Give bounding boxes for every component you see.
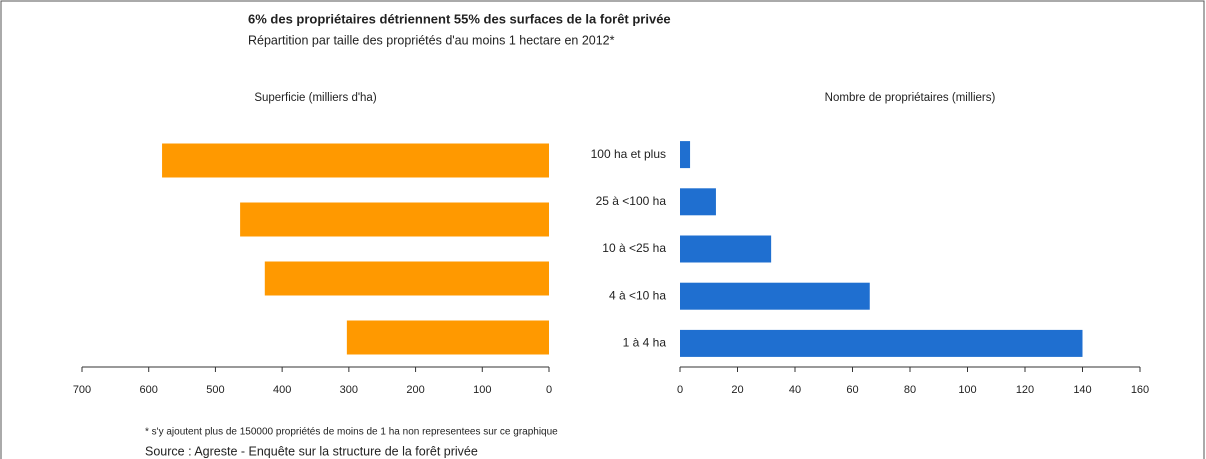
x-tick-label: 600 xyxy=(140,384,158,396)
panel-title: Nombre de propriétaires (milliers) xyxy=(825,92,996,104)
chart-title: 6% des propriétaires détriennent 55% des… xyxy=(248,11,671,26)
x-tick-label: 700 xyxy=(73,384,91,396)
x-tick-label: 60 xyxy=(846,384,858,396)
y-tick-label: 25 à <100 ha xyxy=(596,194,667,208)
x-tick-label: 400 xyxy=(273,384,291,396)
source: Source : Agreste - Enquête sur la struct… xyxy=(145,444,478,458)
bar xyxy=(346,320,549,355)
x-tick-label: 500 xyxy=(206,384,224,396)
x-tick-label: 80 xyxy=(904,384,916,396)
footnote: * s'y ajoutent plus de 150000 propriétés… xyxy=(145,427,558,438)
bar xyxy=(162,143,550,178)
x-tick-label: 140 xyxy=(1073,384,1091,396)
y-tick-label: 10 à <25 ha xyxy=(602,241,666,255)
x-tick-label: 40 xyxy=(789,384,801,396)
bar xyxy=(680,282,870,310)
y-tick-label: 100 ha et plus xyxy=(591,147,666,161)
panel-title: Superficie (milliers d'ha) xyxy=(254,92,377,104)
x-tick-label: 120 xyxy=(1016,384,1034,396)
y-tick-label: 1 à 4 ha xyxy=(623,336,667,350)
bar xyxy=(264,261,549,296)
bar xyxy=(680,329,1083,357)
x-tick-label: 300 xyxy=(340,384,358,396)
x-tick-label: 200 xyxy=(406,384,424,396)
x-tick-label: 20 xyxy=(731,384,743,396)
x-tick-label: 100 xyxy=(958,384,976,396)
y-tick-label: 4 à <10 ha xyxy=(609,288,666,302)
x-tick-label: 0 xyxy=(546,384,552,396)
bar xyxy=(680,141,691,169)
chart-subtitle: Répartition par taille des propriétés d'… xyxy=(248,33,615,47)
x-tick-label: 0 xyxy=(677,384,683,396)
bar xyxy=(680,235,772,263)
x-tick-label: 160 xyxy=(1131,384,1149,396)
x-tick-label: 100 xyxy=(473,384,491,396)
bar xyxy=(680,188,716,216)
bar xyxy=(240,202,549,237)
